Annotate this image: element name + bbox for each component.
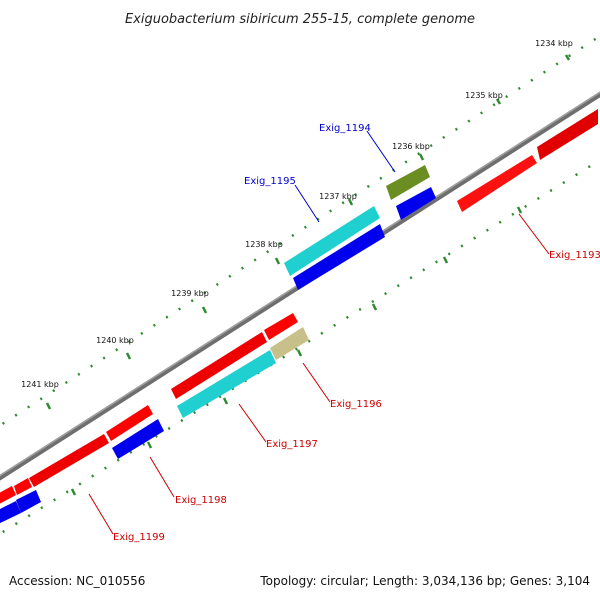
gene-block[interactable] xyxy=(537,109,598,160)
gene-label-exig-1196[interactable]: Exig_1196 xyxy=(330,399,382,410)
outer-major-ticks xyxy=(45,54,571,410)
scale-label: 1238 kbp xyxy=(245,240,283,249)
scale-label: 1239 kbp xyxy=(171,289,209,298)
gene-block-exig-1195[interactable] xyxy=(284,206,380,276)
scale-label: 1236 kbp xyxy=(392,142,430,151)
gene-block[interactable] xyxy=(396,187,436,220)
inner-major-ticks xyxy=(70,206,523,496)
gene-label-exig-1195[interactable]: Exig_1195 xyxy=(244,176,296,187)
scale-label: 1235 kbp xyxy=(465,91,503,100)
scale-labels: 1234 kbp 1235 kbp 1236 kbp 1237 kbp 1238… xyxy=(21,39,573,389)
gene-block[interactable] xyxy=(16,490,41,513)
gene-block-exig-1194[interactable] xyxy=(386,165,430,200)
inner-scale-ring xyxy=(0,158,600,536)
gene-block[interactable] xyxy=(0,486,16,509)
gene-label-exig-1199[interactable]: Exig_1199 xyxy=(113,532,165,543)
gene-block-exig-1199[interactable] xyxy=(0,501,21,528)
gene-label-exig-1193[interactable]: Exig_1193 xyxy=(549,250,600,261)
gene-block[interactable] xyxy=(264,313,298,340)
scale-label: 1240 kbp xyxy=(96,336,134,345)
gene-block[interactable] xyxy=(29,434,109,487)
leader-lines xyxy=(88,130,550,535)
gene-block[interactable] xyxy=(293,224,385,290)
gene-block-exig-1198[interactable] xyxy=(112,419,164,459)
scale-label: 1241 kbp xyxy=(21,380,59,389)
scale-label: 1237 kbp xyxy=(319,192,357,201)
gene-block-exig-1196[interactable] xyxy=(270,327,309,360)
gene-block[interactable] xyxy=(106,405,153,441)
gene-block-exig-1197[interactable] xyxy=(177,350,276,418)
forward-genes xyxy=(0,109,598,509)
middle-cluster-genes xyxy=(0,327,309,528)
gene-label-exig-1198[interactable]: Exig_1198 xyxy=(175,495,227,506)
accession-label: Accession: NC_010556 xyxy=(9,574,145,588)
gene-block[interactable] xyxy=(171,332,267,399)
outer-scale-ring xyxy=(0,34,600,427)
map-title: Exiguobacterium sibiricum 255-15, comple… xyxy=(125,12,475,27)
gene-block[interactable] xyxy=(14,478,32,495)
gene-block-exig-1193[interactable] xyxy=(457,155,537,212)
upper-cluster-genes xyxy=(284,165,436,290)
gene-label-exig-1194[interactable]: Exig_1194 xyxy=(319,123,371,134)
topology-label: Topology: circular; Length: 3,034,136 bp… xyxy=(259,574,590,588)
gene-labels: Exig_1194 Exig_1195 Exig_1193 Exig_1196 … xyxy=(113,123,600,543)
scale-label: 1234 kbp xyxy=(535,39,573,48)
gene-label-exig-1197[interactable]: Exig_1197 xyxy=(266,439,318,450)
